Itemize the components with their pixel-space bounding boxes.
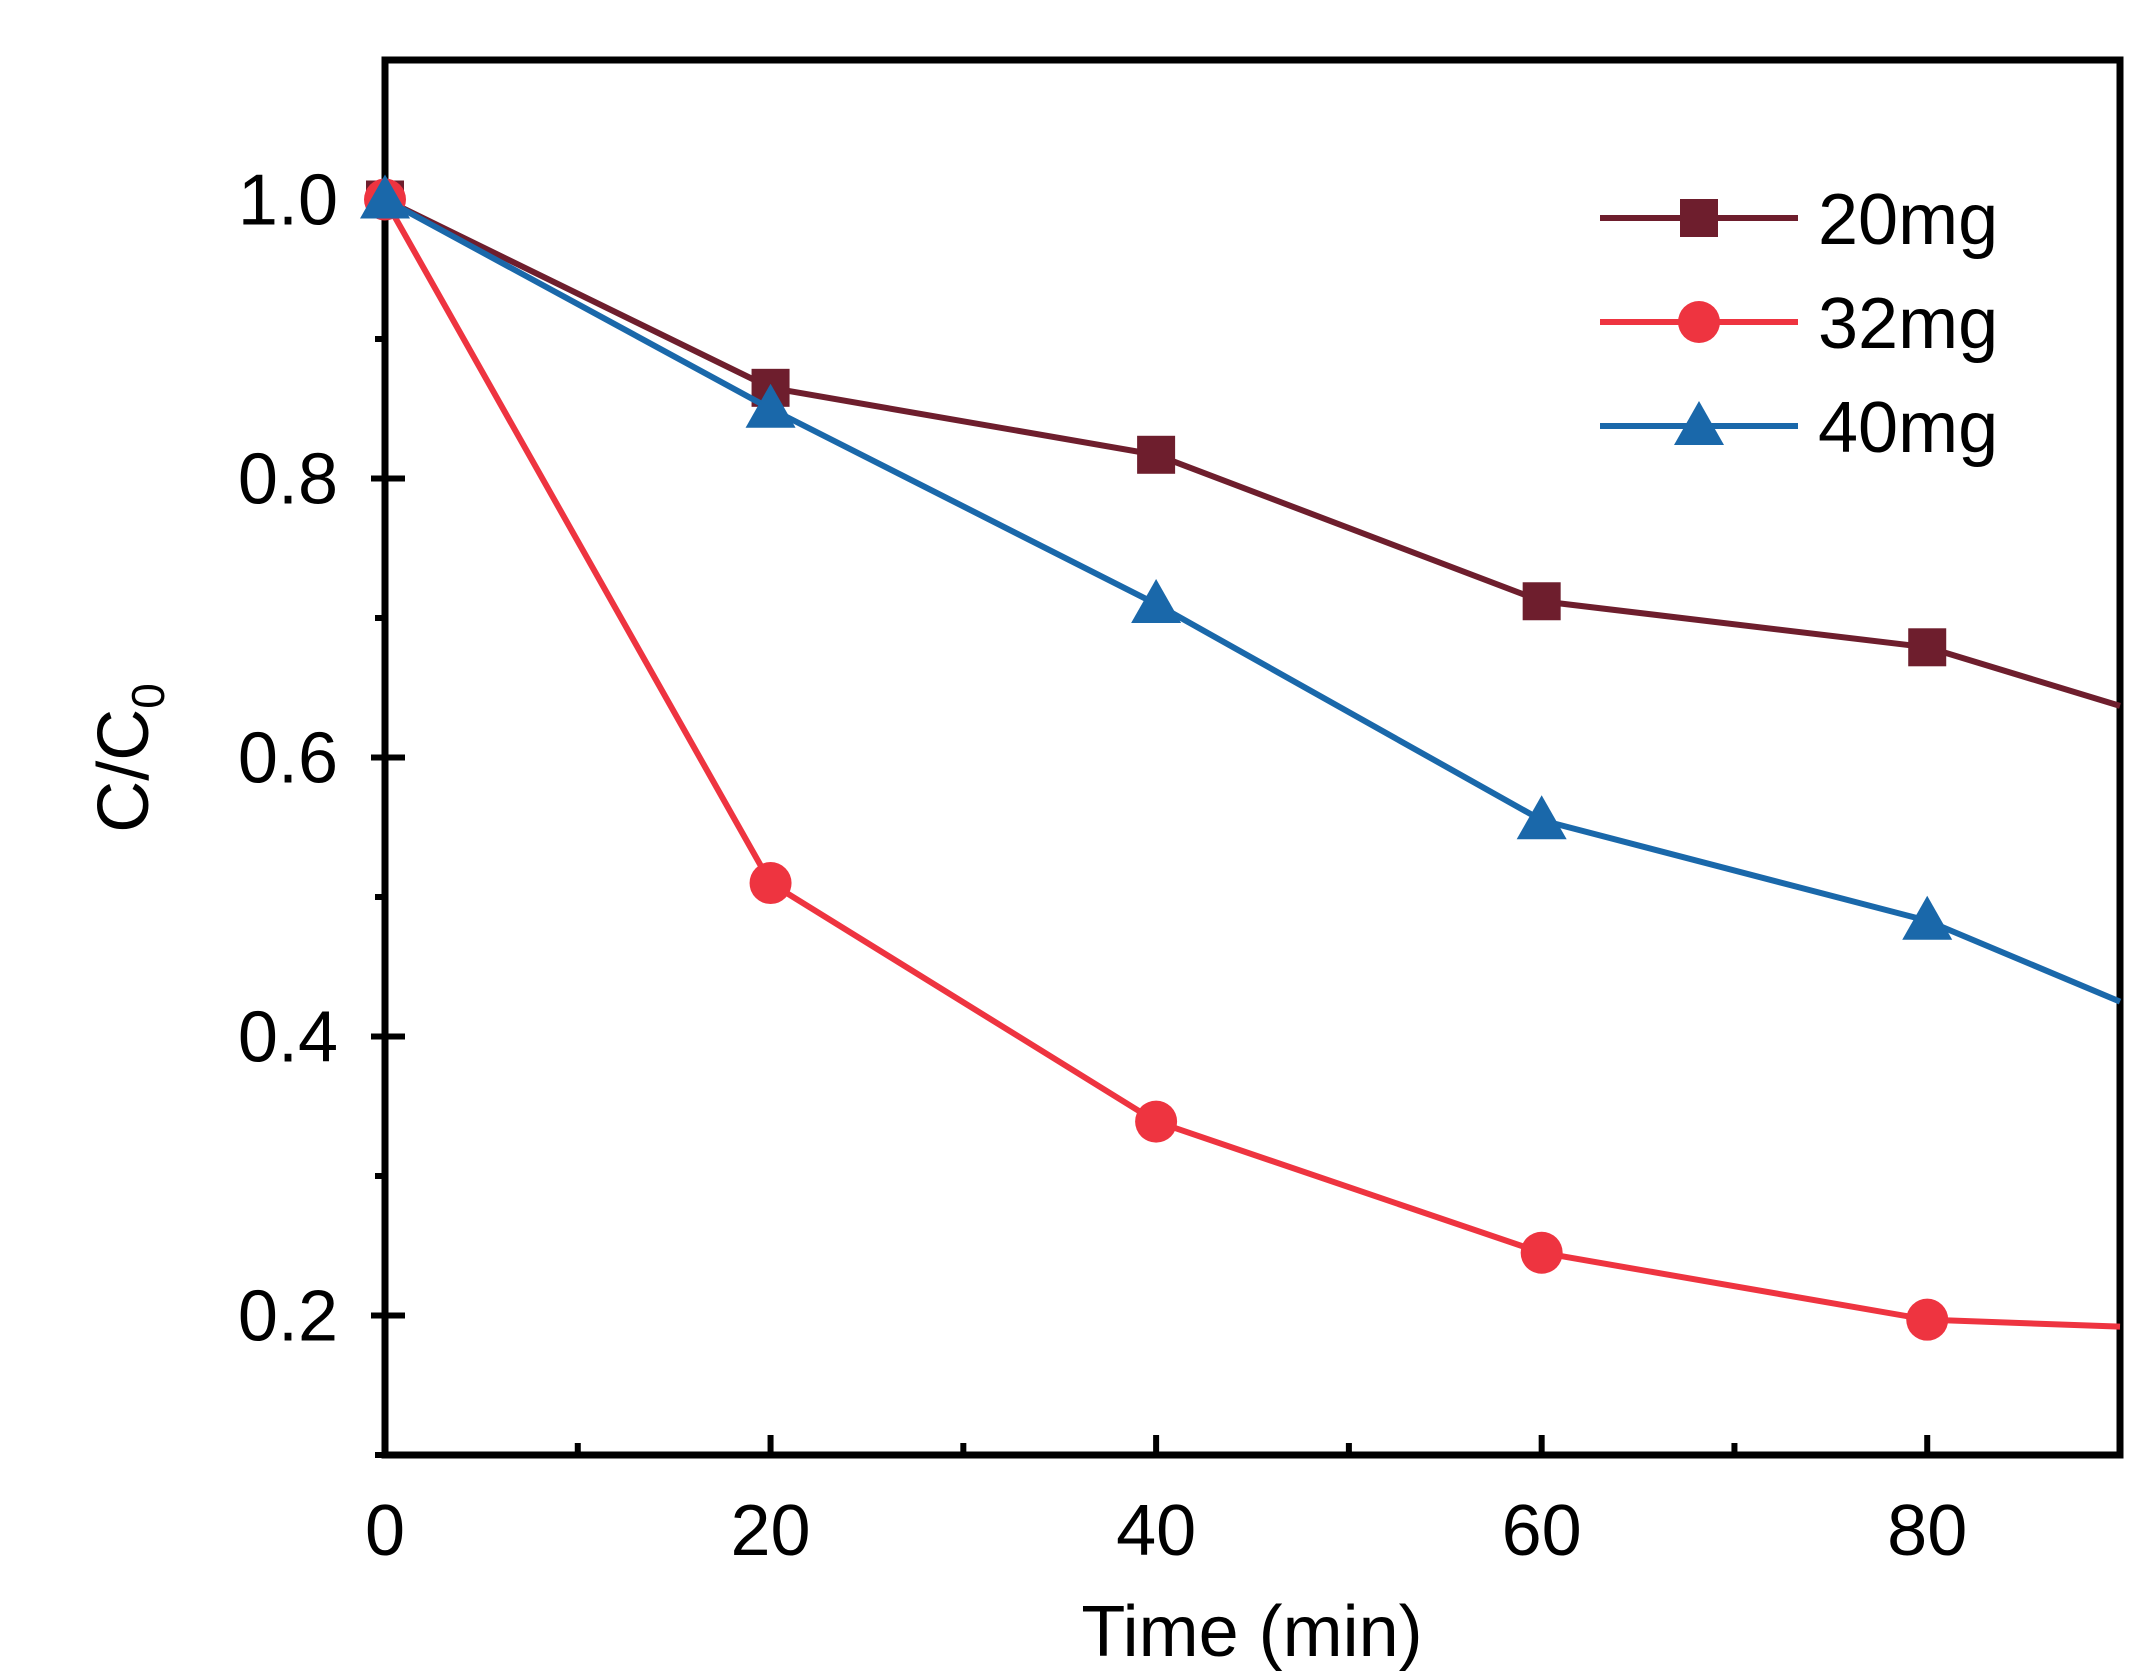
data-point-40mg — [1516, 795, 1567, 840]
x-tick-label: 80 — [1887, 1491, 1967, 1571]
plot-frame — [381, 56, 2124, 1459]
legend: 20mg 32mg 40mg — [1600, 180, 1998, 468]
ticks — [371, 196, 2123, 1458]
data-point-20mg — [1137, 435, 1176, 474]
series-32mg — [364, 178, 2121, 1341]
data-point-20mg — [1522, 582, 1561, 621]
legend-label: 40mg — [1818, 388, 1998, 468]
x-axis-title: Time (min) — [1081, 1592, 1422, 1671]
y-tick-label: 0.6 — [238, 719, 338, 799]
series-40mg — [360, 174, 2122, 1005]
data-point-40mg — [360, 174, 410, 219]
legend-label: 20mg — [1818, 180, 1998, 260]
x-tick-label: 40 — [1116, 1491, 1196, 1571]
x-tick-labels: 0 20 40 60 80 — [365, 1491, 1967, 1571]
y-axis-title: C/C0 — [84, 683, 174, 833]
y-tick-labels: 0.2 0.4 0.6 0.8 1.0 — [238, 161, 338, 1357]
x-tick-label: 20 — [731, 1491, 811, 1571]
y-axis-title-main: C/C — [84, 709, 164, 833]
legend-item-40mg: 40mg — [1600, 388, 1998, 468]
legend-label: 32mg — [1818, 284, 1998, 364]
data-point-40mg — [745, 383, 796, 428]
x-tick-label: 60 — [1502, 1491, 1582, 1571]
data-point-32mg — [1906, 1298, 1949, 1341]
series-line-40mg — [383, 196, 2122, 1005]
legend-item-32mg: 32mg — [1600, 284, 1998, 364]
y-axis-title-subscript: 0 — [122, 683, 174, 709]
y-tick-label: 0.2 — [238, 1277, 338, 1357]
data-point-40mg — [1902, 895, 1953, 940]
data-point-32mg — [1135, 1100, 1178, 1143]
y-tick-label: 0.8 — [238, 440, 338, 520]
legend-marker — [1678, 301, 1720, 343]
data-point-20mg — [1908, 628, 1947, 667]
data-point-32mg — [749, 862, 792, 905]
legend-marker — [1680, 199, 1718, 237]
plot-area — [360, 56, 2124, 1459]
series-layer — [360, 174, 2122, 1341]
x-tick-label: 0 — [365, 1491, 405, 1571]
data-point-32mg — [1520, 1231, 1563, 1274]
series-line-32mg — [382, 198, 2121, 1330]
data-point-40mg — [1131, 579, 1182, 624]
y-tick-label: 0.4 — [238, 998, 338, 1078]
legend-item-20mg: 20mg — [1600, 180, 1998, 260]
y-tick-label: 1.0 — [238, 161, 338, 241]
series-line-20mg — [383, 196, 2121, 709]
legend-marker — [1674, 401, 1724, 445]
